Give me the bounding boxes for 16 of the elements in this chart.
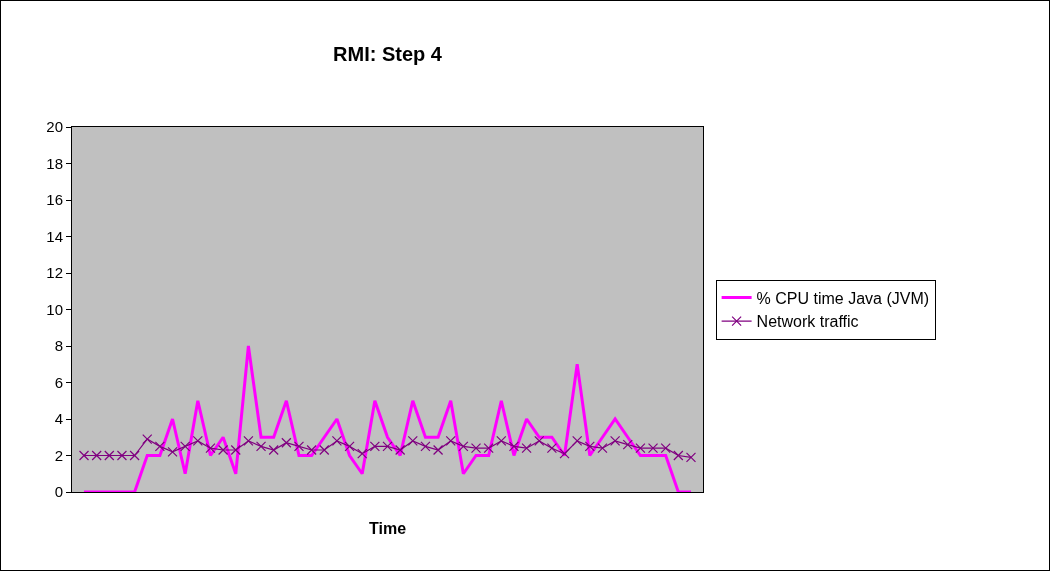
chart-title: RMI: Step 4 [333, 42, 443, 65]
x-axis-title: Time [368, 519, 407, 537]
y-tick-label: 8 [54, 337, 63, 355]
y-tick-label: 18 [46, 154, 63, 172]
y-tick-label: 16 [46, 191, 63, 209]
line-series [82, 344, 693, 492]
legend-label: Network traffic [756, 313, 859, 331]
legend-label: % CPU time Java (JVM) [756, 289, 930, 307]
y-tick-label: 2 [54, 446, 63, 464]
y-tick-label: 14 [46, 227, 63, 245]
y-tick-label: 20 [46, 118, 63, 136]
y-tick-label: 12 [46, 264, 63, 282]
y-tick-label: 10 [46, 300, 63, 318]
y-tick-label: 6 [54, 373, 63, 391]
y-tick-label: 0 [54, 483, 63, 501]
y-tick-label: 4 [54, 410, 63, 428]
